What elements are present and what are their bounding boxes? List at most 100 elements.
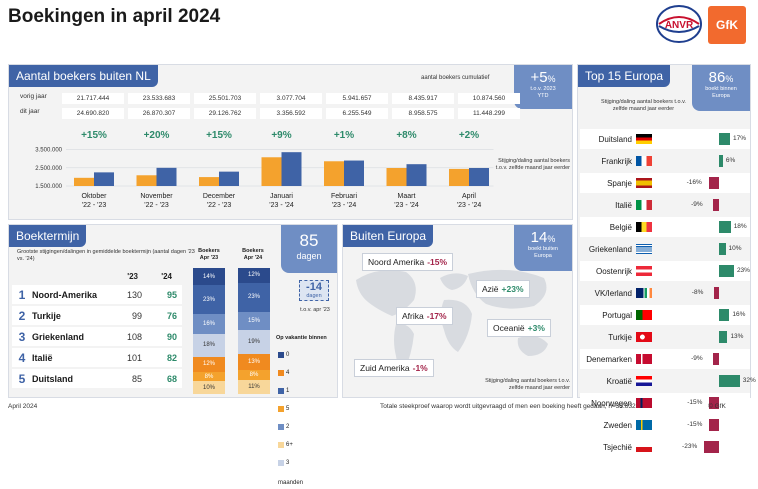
bar-vorig-jaar	[199, 177, 219, 186]
top15-country: Denemarken	[586, 354, 632, 364]
top15-row: Denemarken -9%	[580, 349, 750, 369]
top15-value: 6%	[725, 157, 736, 164]
region-name: Oceanië	[493, 323, 525, 333]
top15-value: -9%	[691, 201, 703, 208]
row-country: Italië	[32, 352, 53, 363]
bar-vorig-jaar	[386, 168, 407, 186]
top15-value: 17%	[733, 135, 747, 142]
boektermijn-row: 1 Noord-Amerika 130 95	[12, 285, 182, 304]
row-value-23: 108	[126, 331, 142, 342]
region-pct: -15%	[427, 257, 448, 267]
legend-swatch	[278, 352, 284, 358]
top15-bar-positive	[719, 331, 728, 343]
bar-vorig-jaar	[261, 157, 282, 186]
cumulative-cell: 10.874.560	[458, 93, 520, 104]
y-tick-label: 1.500.000	[35, 184, 62, 190]
legend-item: 2	[278, 424, 302, 430]
top15-badge-value: 86	[708, 69, 726, 86]
top15-badge: 86% boekt binnen Europa	[692, 65, 750, 111]
y-tick-label: 3.500.000	[35, 148, 62, 154]
row-value-24: 76	[166, 310, 177, 321]
row-value-23: 130	[126, 289, 142, 300]
page-title: Boekingen in april 2024	[8, 6, 221, 27]
x-tick-label: April	[462, 193, 476, 200]
top15-row: Italië -9%	[580, 195, 750, 215]
top15-country: Duitsland	[598, 134, 632, 144]
flag-icon	[636, 244, 652, 254]
top15-row: Zweden -15%	[580, 415, 750, 435]
stack-segment: 12%	[193, 356, 225, 372]
x-tick-sublabel: '23 - '24	[457, 202, 482, 209]
top15-bar-negative	[713, 199, 719, 211]
stack-segment: 23%	[193, 285, 225, 315]
flag-icon	[636, 156, 652, 166]
x-tick-label: November	[140, 193, 173, 200]
cumulative-row-prev: vorig jaar 21.717.444 23.533.683 25.501.…	[20, 93, 524, 105]
stack-segment: 12%	[238, 268, 270, 283]
legend-swatch	[278, 424, 284, 430]
top15-country: Italië	[615, 200, 632, 210]
buiten-badge-line1: boekt buiten	[528, 246, 558, 252]
cumulative-row-label: vorig jaar	[20, 93, 47, 100]
stack-segment: 23%	[238, 282, 270, 312]
stack-segment: 10%	[193, 381, 225, 394]
aantal-boekers-panel: Aantal boekers buiten NL aantal boekers …	[8, 64, 573, 220]
bar-dit-jaar	[406, 164, 427, 186]
ytd-badge-line2: YTD	[537, 92, 549, 99]
top15-value: 10%	[728, 245, 742, 252]
ytd-badge-unit: %	[547, 74, 556, 84]
legend-title: Op vakantie binnen	[276, 335, 327, 341]
region-pct: -1%	[412, 363, 428, 373]
cumulative-cell: 23.533.683	[128, 93, 190, 104]
top15-value: -23%	[682, 443, 698, 450]
flag-icon	[636, 398, 652, 408]
top15-value: -15%	[687, 399, 703, 406]
stack-apr24: 12% 23% 15% 19% 13% 8% 11%	[238, 268, 270, 394]
bar-dit-jaar	[344, 160, 364, 186]
top15-row: Duitsland 17%	[580, 129, 750, 149]
cumulative-cell: 29.126.762	[194, 108, 256, 119]
top15-subtitle: Stijging/daling aantal boekers t.o.v. ze…	[601, 99, 686, 112]
cumulative-cell: 3.356.592	[260, 108, 322, 119]
cumulative-cell: 6.255.549	[326, 108, 388, 119]
bar-dit-jaar	[219, 171, 239, 186]
top15-value: -8%	[691, 289, 704, 296]
x-tick-sublabel: '23 - '24	[269, 202, 294, 209]
legend-label: 6+	[286, 442, 293, 448]
stack-segment: 11%	[238, 380, 270, 394]
stack-segment: 8%	[238, 370, 270, 381]
cumulative-cell: 5.941.657	[326, 93, 388, 104]
top15-bar-negative	[713, 287, 719, 299]
stack-segment: 8%	[193, 371, 225, 382]
stack-header-23: Boekers Apr '23	[198, 248, 220, 261]
region-pct: +3%	[527, 323, 545, 333]
top15-country: Turkije	[608, 332, 632, 342]
top15-bar-positive	[719, 309, 730, 321]
boektermijn-header: Boektermijn	[9, 225, 87, 247]
region-oceanie: Oceanië +3%	[487, 319, 551, 337]
top15-row: België 18%	[580, 217, 750, 237]
cumulative-cell: 26.870.307	[128, 108, 190, 119]
row-value-24: 95	[166, 289, 177, 300]
footer-copyright: © GfK	[708, 403, 726, 410]
ytd-badge: +5% t.o.v. 2023 YTD	[514, 65, 572, 109]
bookings-bar-chart: 1.500.000 2.500.000 3.500.000 +15% Oktober '2…	[35, 130, 494, 209]
x-tick-label: December	[203, 193, 236, 200]
flag-icon	[636, 332, 652, 342]
row-country: Duitsland	[32, 373, 74, 384]
top15-country: Griekenland	[588, 244, 632, 254]
top15-header: Top 15 Europa	[578, 65, 671, 87]
region-name: Afrika	[402, 311, 424, 321]
stack-segment: 18%	[193, 334, 225, 357]
bar-dit-jaar	[469, 168, 489, 186]
delta-note: t.o.v. apr '23	[300, 307, 330, 313]
ytd-badge-line1: t.o.v. 2023	[530, 86, 556, 92]
row-rank: 1	[18, 287, 26, 302]
bar-vorig-jaar	[74, 177, 94, 186]
buiten-note: Stijging/daling aantal boekers t.o.v. ze…	[485, 378, 570, 391]
flag-icon	[636, 354, 652, 364]
top15-bar-negative	[704, 441, 719, 453]
ytd-badge-value: +5	[530, 69, 548, 86]
top15-value: 18%	[733, 223, 747, 230]
region-noord-amerika: Noord Amerika -15%	[362, 253, 454, 271]
